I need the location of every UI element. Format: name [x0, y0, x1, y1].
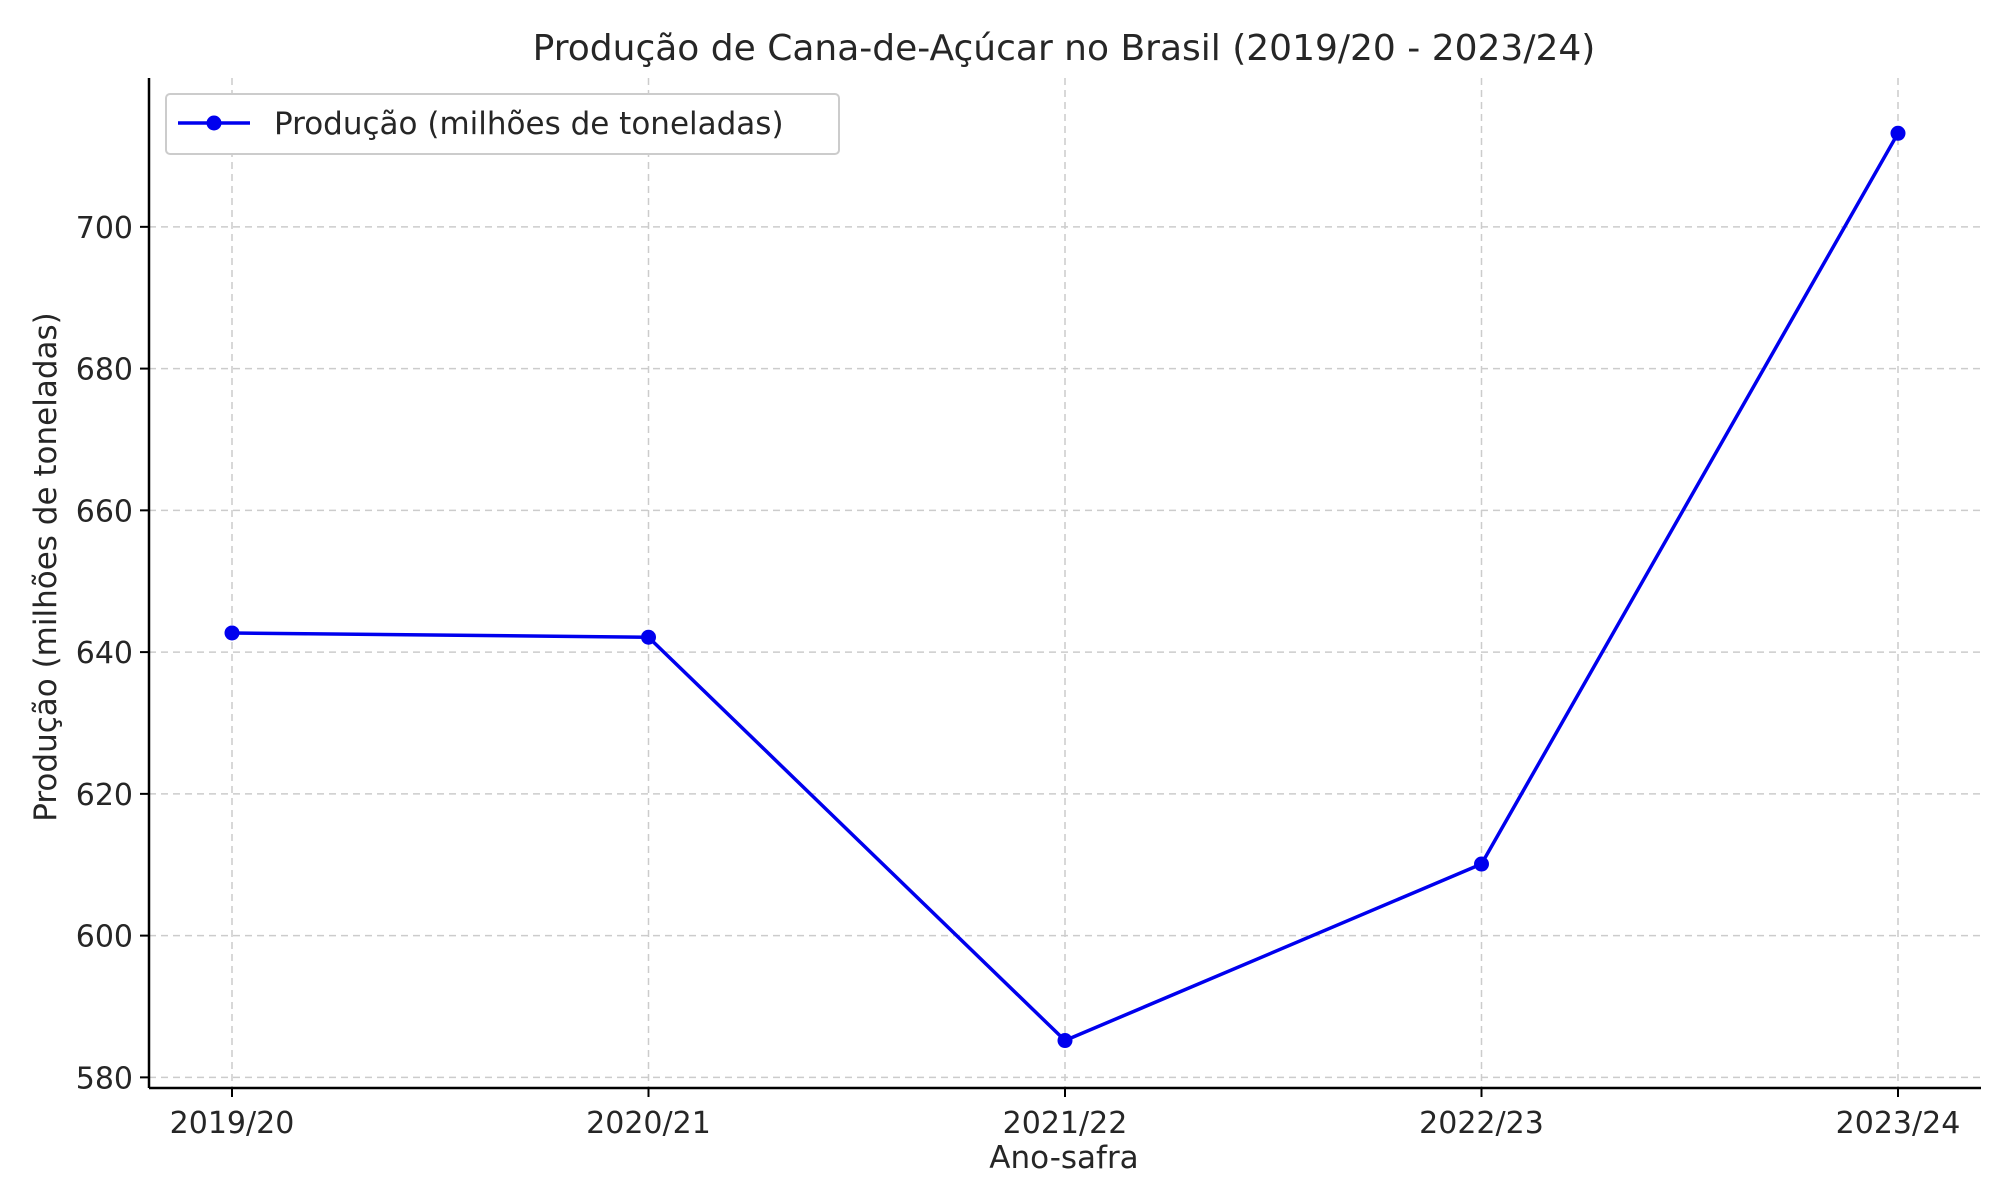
x-tick-label: 2021/22: [1003, 1106, 1128, 1141]
y-axis-label: Produção (milhões de toneladas): [28, 312, 64, 822]
data-point: [224, 625, 240, 641]
y-tick-label: 680: [76, 353, 133, 388]
legend-point-marker: [206, 115, 222, 131]
tick-labels: 580 600 620 640 660 680 700 2019/20 2020/21 2021/…: [76, 211, 1961, 1141]
legend-box: [165, 93, 840, 155]
y-tick-label: 600: [76, 920, 133, 955]
x-tick-label: 2019/20: [170, 1106, 295, 1141]
x-tick-label: 2022/23: [1419, 1106, 1544, 1141]
y-tick-label: 620: [76, 778, 133, 813]
grid: [149, 78, 1981, 1088]
x-axis-label: Ano-safra: [989, 1140, 1138, 1176]
series: [224, 125, 1906, 1049]
y-tick-label: 700: [76, 211, 133, 246]
chart-title: Produção de Cana-de-Açúcar no Brasil (20…: [533, 28, 1596, 69]
x-tick-label: 2020/21: [586, 1106, 711, 1141]
data-point: [1890, 125, 1906, 141]
data-point: [641, 629, 656, 645]
axes: [140, 78, 1981, 1097]
legend: Produção (milhões de toneladas): [165, 93, 840, 155]
y-tick-label: 580: [76, 1061, 133, 1096]
y-tick-label: 640: [76, 636, 133, 671]
data-point: [1057, 1033, 1073, 1049]
x-tick-label: 2023/24: [1836, 1106, 1961, 1141]
data-point: [1474, 856, 1489, 872]
legend-label: Produção (milhões de toneladas): [274, 106, 784, 142]
y-tick-label: 660: [76, 494, 133, 529]
